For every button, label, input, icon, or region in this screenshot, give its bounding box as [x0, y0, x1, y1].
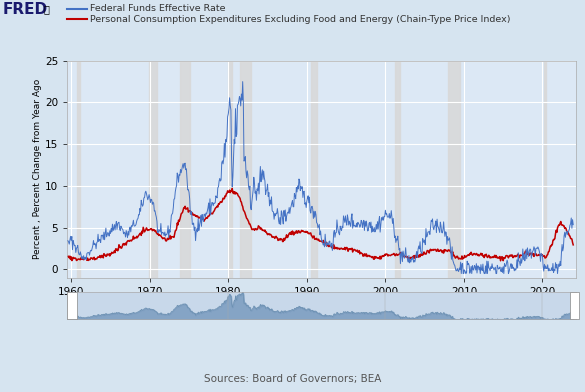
- Bar: [77, 61, 80, 278]
- Text: 📈: 📈: [44, 4, 50, 14]
- Bar: [149, 61, 157, 278]
- Text: Personal Consumption Expenditures Excluding Food and Energy (Chain-Type Price In: Personal Consumption Expenditures Exclud…: [90, 15, 510, 24]
- Text: Sources: Board of Governors; BEA: Sources: Board of Governors; BEA: [204, 374, 381, 384]
- Bar: [180, 61, 190, 278]
- Text: Federal Funds Effective Rate: Federal Funds Effective Rate: [90, 4, 225, 13]
- FancyBboxPatch shape: [67, 292, 77, 319]
- Bar: [228, 61, 232, 278]
- FancyBboxPatch shape: [570, 292, 579, 319]
- Bar: [240, 61, 251, 278]
- Y-axis label: Percent , Percent Change from Year Ago: Percent , Percent Change from Year Ago: [33, 79, 42, 260]
- Bar: [544, 61, 546, 278]
- Bar: [311, 61, 316, 278]
- Bar: [395, 61, 400, 278]
- Bar: [448, 61, 460, 278]
- Text: FRED: FRED: [3, 2, 48, 17]
